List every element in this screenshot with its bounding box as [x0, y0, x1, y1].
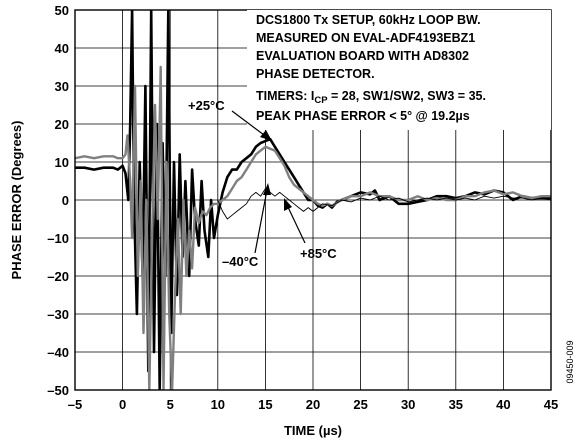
- y-tick-label-4: 10: [55, 155, 69, 170]
- y-tick-label-5: 0: [62, 193, 69, 208]
- note-line-4: PHASE DETECTOR.: [256, 67, 375, 81]
- annotation-plus85: +85°C: [300, 246, 337, 261]
- x-tick-label-9: 40: [496, 397, 510, 412]
- note-line-2: MEASURED ON EVAL-ADF4193EBZ1: [256, 31, 475, 45]
- note-line-5-post: = 28, SW1/SW2, SW3 = 35.: [328, 89, 486, 103]
- x-tick-label-2: 5: [167, 397, 174, 412]
- x-tick-label-7: 30: [401, 397, 415, 412]
- x-tick-label-1: 0: [119, 397, 126, 412]
- note-line-3: EVALUATION BOARD WITH AD8302: [256, 49, 469, 63]
- y-tick-label-6: –10: [47, 231, 69, 246]
- y-tick-label-9: –40: [47, 345, 69, 360]
- note-line-5-pre: TIMERS: I: [256, 89, 314, 103]
- annotation-minus40-arrowhead: [263, 183, 271, 195]
- y-tick-label-1: 40: [55, 41, 69, 56]
- x-tick-label-4: 15: [258, 397, 272, 412]
- note-line-6: PEAK PHASE ERROR < 5° @ 19.2µs: [256, 109, 470, 123]
- annotation-plus85-arrow-line: [286, 204, 306, 244]
- x-tick-label-5: 20: [306, 397, 320, 412]
- annotation-plus25-arrow-line: [231, 110, 269, 139]
- y-tick-label-8: –30: [47, 307, 69, 322]
- x-tick-label-0: –5: [68, 397, 82, 412]
- notes-block: DCS1800 Tx SETUP, 60kHz LOOP BW. MEASURE…: [247, 10, 551, 130]
- x-axis-title: TIME (µs): [284, 423, 342, 438]
- note-line-5: TIMERS: ICP = 28, SW1/SW2, SW3 = 35.: [256, 89, 486, 106]
- annotation-plus25-arrowhead: [260, 130, 272, 141]
- annotation-minus40: –40°C: [222, 254, 259, 269]
- y-tick-label-7: –20: [47, 269, 69, 284]
- annotation-plus25: +25°C: [188, 98, 225, 113]
- annotations: +25°C –40°C +85°C: [188, 98, 337, 269]
- note-line-5-sub: CP: [314, 95, 328, 106]
- y-tick-label-0: 50: [55, 3, 69, 18]
- x-tick-label-3: 10: [211, 397, 225, 412]
- figure-id: 09450-009: [565, 340, 575, 383]
- note-line-1: DCS1800 Tx SETUP, 60kHz LOOP BW.: [256, 13, 481, 27]
- annotation-plus85-arrowhead: [284, 198, 292, 211]
- series-line-1: [75, 65, 551, 390]
- y-axis-title: PHASE ERROR (Degrees): [9, 121, 24, 280]
- x-tick-label-10: 45: [544, 397, 558, 412]
- y-tick-label-10: –50: [47, 383, 69, 398]
- x-tick-label-8: 35: [449, 397, 463, 412]
- series-line-2: [217, 188, 551, 220]
- annotation-minus40-arrow-line: [254, 189, 268, 254]
- notes-background: [247, 10, 551, 130]
- data-series: [75, 10, 551, 390]
- tick-labels: –5 0 5 10 15 20 25 30 35 40 4550403020100–10–20–30…: [47, 3, 558, 412]
- y-tick-label-3: 20: [55, 117, 69, 132]
- y-tick-label-2: 30: [55, 79, 69, 94]
- x-tick-label-6: 25: [353, 397, 367, 412]
- series-line-0: [75, 10, 551, 390]
